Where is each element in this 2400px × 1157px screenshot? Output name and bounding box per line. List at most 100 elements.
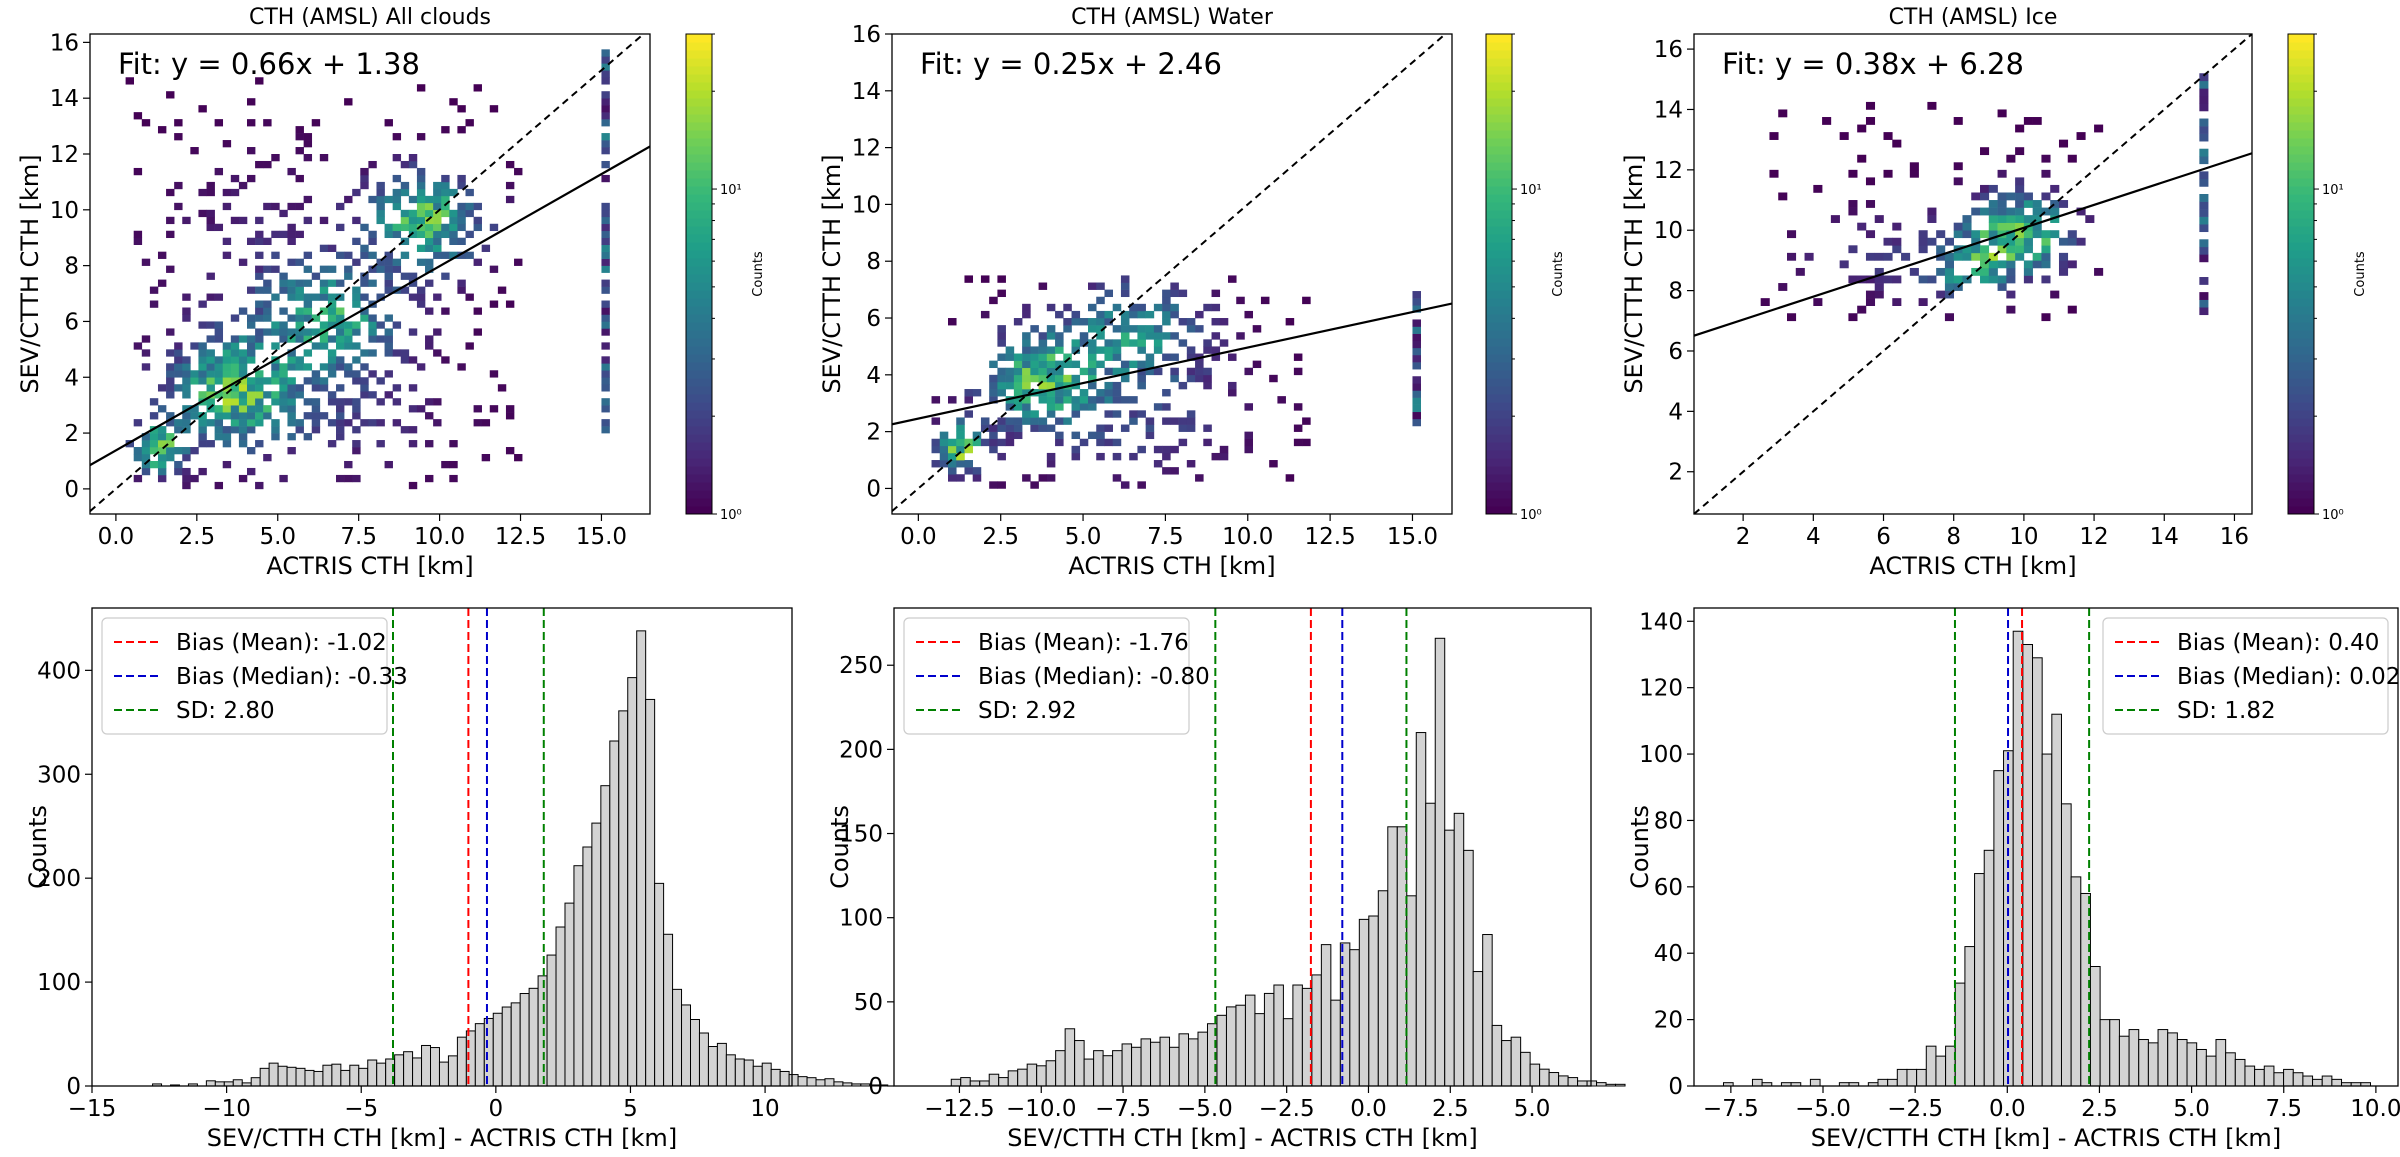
x-tick-label: 0.0 — [900, 524, 937, 550]
colorbar-segment — [1486, 210, 1512, 219]
colorbar-segment — [2288, 306, 2314, 315]
heatmap-cell — [1055, 381, 1064, 390]
heatmap-cell — [1030, 346, 1039, 354]
y-tick-label: 140 — [1639, 609, 1683, 635]
heatmap-cell — [287, 258, 296, 266]
heatmap-cell — [222, 356, 232, 364]
heatmap-cell — [2199, 178, 2209, 187]
heatmap-cell — [997, 452, 1006, 461]
heatmap-cell — [416, 209, 426, 218]
heatmap-cell — [2085, 215, 2095, 223]
colorbar-segment — [686, 258, 712, 267]
heatmap-cell — [368, 370, 377, 378]
heatmap-cell — [336, 223, 345, 232]
heatmap-cell — [1063, 303, 1072, 312]
heatmap-cell — [238, 384, 248, 392]
legend-box — [101, 617, 388, 735]
histogram-bar — [286, 1066, 297, 1087]
heatmap-cell — [2015, 215, 2025, 223]
y-tick-label: 6 — [1668, 339, 1683, 365]
colorbar-segment — [686, 442, 712, 451]
heatmap-cell — [2199, 239, 2209, 248]
heatmap-cell — [206, 391, 215, 399]
histogram-bar — [546, 954, 557, 1087]
heatmap-cell — [166, 188, 175, 197]
colorbar-segment — [1486, 362, 1512, 371]
heatmap-cell — [141, 454, 151, 462]
heatmap-cell — [222, 188, 232, 197]
heatmap-cell — [206, 209, 215, 218]
heatmap-cell — [1055, 310, 1064, 319]
histogram-bar — [277, 1065, 288, 1087]
heatmap-cell — [287, 230, 296, 239]
heatmap-cell — [433, 230, 442, 239]
histogram-bar — [1064, 1028, 1076, 1087]
heatmap-cell — [1170, 303, 1179, 312]
heatmap-cell — [997, 424, 1006, 432]
heatmap-cell — [1857, 222, 1867, 231]
heatmap-cell — [198, 377, 207, 385]
heatmap-cell — [344, 272, 353, 280]
heatmap-cell — [287, 328, 296, 336]
heatmap-cell — [1186, 318, 1196, 326]
heatmap-cell — [255, 335, 264, 343]
heatmap-cell — [384, 314, 393, 322]
heatmap-cell — [1892, 245, 1902, 254]
colorbar-min-label: 10⁰ — [2322, 508, 2344, 523]
heatmap-cell — [360, 251, 369, 259]
heatmap-cell — [238, 356, 248, 364]
heatmap-cell — [964, 438, 974, 447]
heatmap-cell — [238, 433, 248, 441]
y-tick-label: 6 — [866, 306, 881, 332]
histogram-bar — [1896, 1068, 1908, 1087]
colorbar-segment — [2288, 354, 2314, 363]
heatmap-cell — [505, 181, 515, 190]
heatmap-cell — [1178, 339, 1188, 347]
heatmap-cell — [1988, 200, 1998, 208]
heatmap-cell — [246, 398, 256, 406]
heatmap-cell — [1046, 346, 1056, 354]
heatmap-cell — [182, 216, 191, 225]
heatmap-cell — [997, 325, 1006, 333]
colorbar-segment — [2288, 34, 2314, 43]
heatmap-cell — [303, 154, 313, 162]
heatmap-cell — [1865, 252, 1876, 261]
heatmap-cell — [295, 328, 304, 336]
heatmap-cell — [182, 454, 191, 462]
heatmap-cell — [964, 410, 974, 418]
heatmap-cell — [246, 426, 256, 434]
heatmap-cell — [601, 105, 610, 113]
heatmap-cell — [441, 126, 450, 134]
heatmap-cell — [263, 300, 272, 308]
heatmap-cell — [433, 202, 442, 211]
heatmap-cell — [1104, 346, 1114, 354]
heatmap-cell — [336, 202, 345, 211]
heatmap-cell — [400, 188, 410, 197]
heatmap-cell — [336, 356, 345, 364]
heatmap-cell — [255, 370, 264, 378]
heatmap-cell — [2015, 124, 2025, 133]
colorbar-segment — [686, 482, 712, 491]
colorbar-segment — [686, 50, 712, 59]
heatmap-cell — [1953, 230, 1963, 239]
x-tick-label: −7.5 — [1703, 1096, 1759, 1122]
heatmap-cell — [1971, 245, 1981, 254]
heatmap-cell — [1079, 396, 1089, 404]
heatmap-cell — [1892, 222, 1902, 231]
colorbar-segment — [1486, 218, 1512, 227]
heatmap-cell — [505, 447, 515, 455]
histogram-bar — [1916, 1068, 1927, 1087]
histogram-frame — [1693, 607, 2399, 1087]
heatmap-cell — [182, 307, 191, 315]
heatmap-cell — [271, 321, 280, 329]
heatmap-cell — [601, 174, 610, 183]
heatmap-cell — [319, 244, 329, 252]
colorbar-segment — [2288, 106, 2314, 115]
histogram-bar — [806, 1077, 817, 1087]
heatmap-cell — [319, 412, 329, 420]
heatmap-cell — [344, 342, 353, 350]
heatmap-cell — [222, 426, 232, 434]
heatmap-cell — [255, 237, 264, 245]
y-tick-label: 50 — [854, 990, 883, 1016]
